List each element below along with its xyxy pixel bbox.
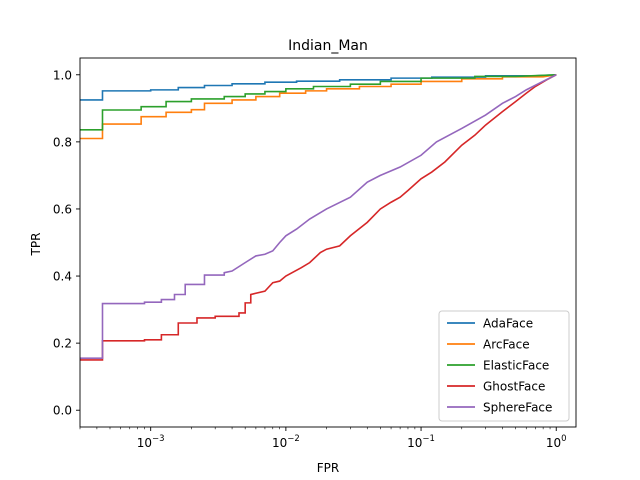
y-tick-label: 0.2 [53,337,72,351]
series-line-elasticface [80,73,557,131]
axes: 0.0 0.2 0.4 0.6 0.8 1.0 10−3 10−2 10−1 100 [53,57,577,450]
x-tick-label: 10−1 [407,434,435,450]
axes-frame [79,57,577,428]
series-line-arcface [80,73,557,140]
legend-label-elasticface: ElasticFace [483,359,549,373]
y-tick-label: 0.4 [53,270,72,284]
series-line-sphereface [80,74,557,360]
y-tick-label: 0.0 [53,404,72,418]
legend-label-ghostface: GhostFace [483,380,545,394]
x-axis-label: FPR [317,461,339,475]
x-tick-label: 10−3 [137,434,165,450]
y-tick-label: 0.8 [53,135,72,149]
legend: AdaFace ArcFace ElasticFace GhostFace Sphere… [438,310,570,422]
y-tick-label: 1.0 [53,68,72,82]
x-tick-label: 100 [546,434,567,450]
y-axis-label: TPR [29,233,43,257]
legend-label-sphereface: SphereFace [483,401,552,415]
legend-label-adaface: AdaFace [483,317,533,331]
chart-title: Indian_Man [288,38,368,54]
legend-label-arcface: ArcFace [483,338,530,352]
series-line-ghostface [80,74,557,361]
x-tick-label: 10−2 [272,434,300,450]
plot-area [80,73,557,361]
y-tick-label: 0.6 [53,202,72,216]
legend-box [438,310,570,422]
series-line-adaface [80,73,557,101]
